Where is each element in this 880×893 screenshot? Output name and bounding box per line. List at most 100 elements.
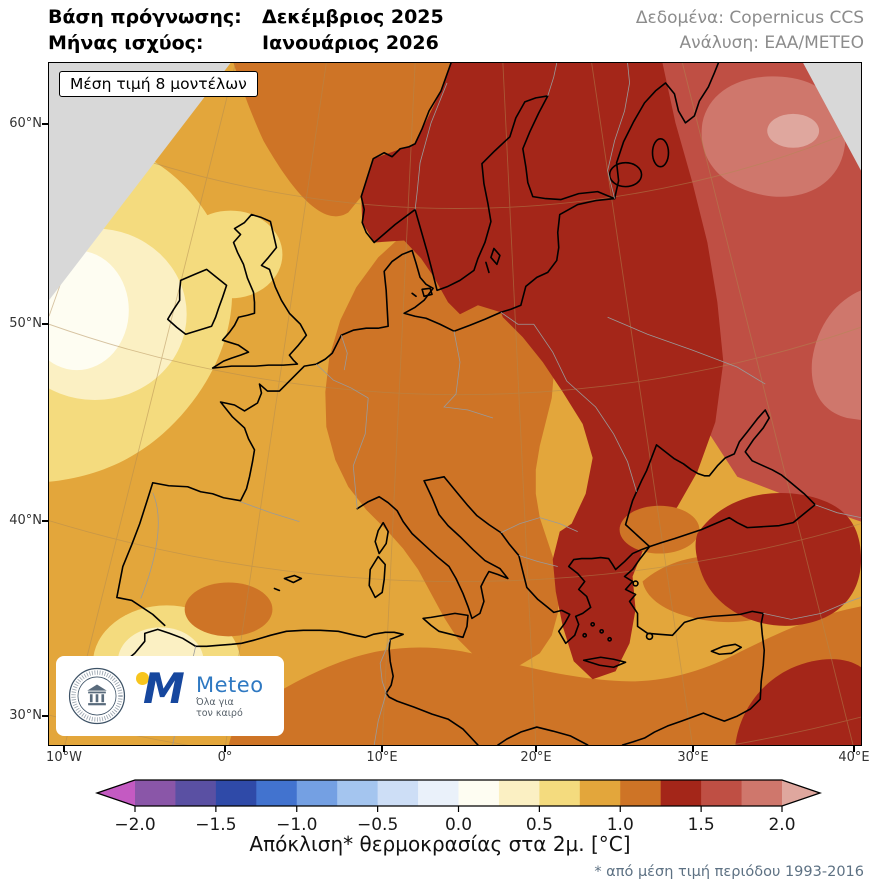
lat-tick-50n: 50°N [9, 316, 42, 331]
mainland-coastline [116, 63, 616, 627]
tick-mark [224, 746, 226, 752]
tick-mark [381, 746, 383, 752]
tick-mark [42, 715, 48, 717]
colorbar-segment [256, 780, 298, 806]
meteo-m-letter: M [143, 664, 185, 713]
credit-data-source: Δεδομένα: Copernicus CCS [635, 8, 864, 28]
danish-islands [411, 287, 433, 298]
meteo-brand-name: Meteo [196, 672, 264, 697]
observatory-seal-icon [68, 667, 126, 725]
crete [582, 656, 627, 669]
lon-tick-40e: 40°E [838, 750, 870, 765]
meteo-tagline-2: τον καιρό [196, 708, 243, 719]
italy [356, 475, 509, 620]
lon-tick-10w: 10°W [46, 750, 82, 765]
colorbar-segment [337, 780, 379, 806]
colorbar-tick-label: −2.0 [114, 815, 155, 834]
aegean-island [632, 580, 639, 587]
models-mean-badge: Μέση τιμή 8 μοντέλων [59, 71, 258, 97]
title-line-2-label: Μήνας ισχύος: [48, 32, 204, 54]
colorbar-segment [377, 780, 419, 806]
colorbar-segment [175, 780, 217, 806]
colorbar-arrow-left [97, 780, 135, 806]
figure-title: Βάση πρόγνωσης: Δεκέμβριος 2025 Μήνας ισχ… [48, 4, 444, 56]
ireland [166, 268, 228, 336]
colorbar-segment [660, 780, 702, 806]
turkey-levant-africa-coast [62, 545, 766, 745]
colorbar-tick-label: −1.5 [195, 815, 236, 834]
anomaly-field [49, 63, 861, 745]
lon-tick-30e: 30°E [677, 750, 709, 765]
colorbar-segment [418, 780, 460, 806]
aegean-island [590, 621, 596, 627]
credit-analysis: Ανάλυση: ΕΑΑ/METEO [679, 33, 864, 53]
lon-tick-0: 0° [217, 750, 233, 765]
colorbar-tick-label: 0.0 [445, 815, 472, 834]
coastlines [62, 63, 816, 745]
colorbar-tick-label: 2.0 [768, 815, 795, 834]
europe-anomaly-map [49, 63, 861, 745]
title-line-1-label: Βάση πρόγνωσης: [48, 6, 242, 28]
colorbar: −2.0 −1.5 −1.0 −0.5 0.0 0.5 1.0 1.5 2.0 [94, 779, 823, 834]
colorbar-segment [741, 780, 783, 806]
tick-mark [535, 746, 537, 752]
lake-ladoga [608, 161, 643, 188]
tick-mark [42, 123, 48, 125]
colorbar-arrow-right [782, 780, 820, 806]
black-sea [624, 409, 816, 548]
nw-russia-coastline [613, 63, 720, 200]
map-plot-area: Μέση τιμή 8 μοντέλων [48, 62, 862, 746]
lon-tick-20e: 20°E [520, 750, 552, 765]
colorbar-tick-label: −1.0 [276, 815, 317, 834]
title-line-2: Μήνας ισχύος: Ιανουάριος 2026 [48, 30, 444, 56]
rhodes [645, 632, 654, 641]
lat-tick-40n: 40°N [9, 513, 42, 528]
projection-gray-corners [49, 63, 861, 301]
meteo-logo-text: Meteo Όλα για τον καιρό [196, 673, 264, 720]
sicily [422, 612, 469, 639]
colorbar-tick-label: −0.5 [357, 815, 398, 834]
lat-tick-30n: 30°N [9, 708, 42, 723]
colorbar-label: Απόκλιση* θερμοκρασίας στα 2μ. [°C] [249, 832, 631, 856]
colorbar-segment [458, 780, 500, 806]
colorbar-segment [579, 780, 621, 806]
tick-mark [42, 520, 48, 522]
great-britain [211, 213, 308, 369]
colorbar-segment [296, 780, 338, 806]
colorbar-segment [620, 780, 662, 806]
colorbar-tick-label: 1.5 [688, 815, 715, 834]
aegean-island [599, 628, 605, 634]
colorbar-segment [135, 780, 177, 806]
balearics [273, 574, 303, 592]
aegean-island [582, 632, 588, 638]
colorbar-tick-label: 1.0 [607, 815, 634, 834]
tick-mark [42, 323, 48, 325]
title-line-1: Βάση πρόγνωσης: Δεκέμβριος 2025 [48, 4, 444, 30]
cyprus [710, 643, 743, 656]
colorbar-segment [701, 780, 743, 806]
meteo-yellow-dot-icon [136, 672, 149, 685]
credits: Δεδομένα: Copernicus CCS Ανάλυση: ΕΑΑ/ME… [636, 6, 864, 56]
title-line-2-value: Ιανουάριος 2026 [262, 32, 439, 54]
colorbar-segment [215, 780, 257, 806]
meteo-m-icon: M [136, 664, 186, 722]
sardinia [368, 555, 386, 599]
gotland [485, 247, 501, 274]
colorbar-tick-label: 0.5 [526, 815, 553, 834]
lon-tick-10e: 10°E [366, 750, 398, 765]
meteo-tagline-1: Όλα για [196, 696, 234, 708]
tick-mark [63, 746, 65, 752]
logo-panel: M Meteo Όλα για τον καιρό [56, 656, 284, 736]
title-line-1-value: Δεκέμβριος 2025 [262, 6, 444, 28]
colorbar-segment [539, 780, 581, 806]
aegean-island [607, 636, 613, 642]
tick-mark [692, 746, 694, 752]
adriatic-greece-coast [443, 475, 651, 645]
corsica [374, 521, 389, 555]
colorbar-segment [498, 780, 540, 806]
lat-tick-60n: 60°N [9, 116, 42, 131]
baseline-footnote: * από μέση τιμή περιόδου 1993-2016 [594, 864, 864, 880]
tick-mark [853, 746, 855, 752]
lake-onega [651, 137, 670, 168]
